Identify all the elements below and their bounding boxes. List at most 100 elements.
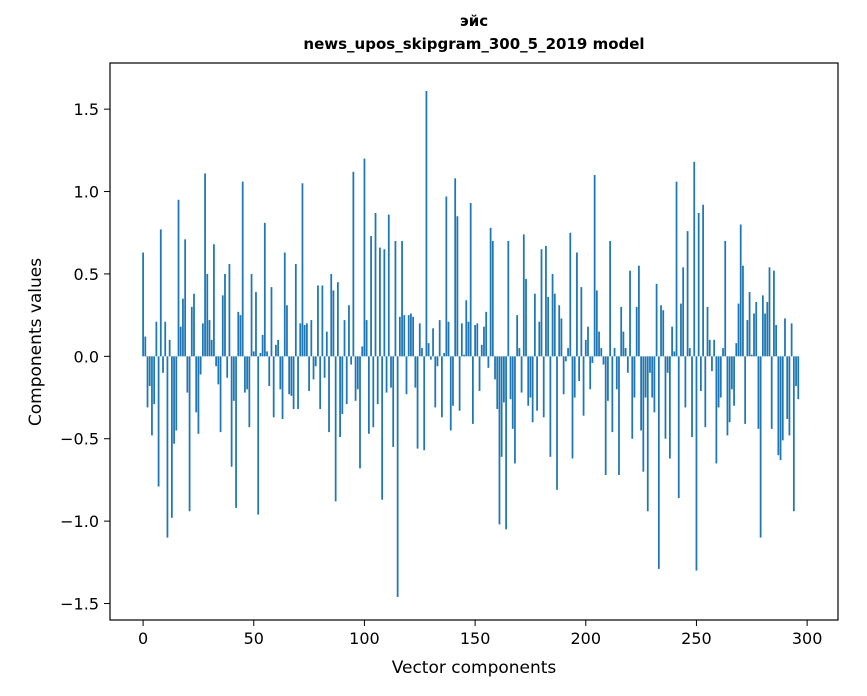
- bar: [348, 305, 350, 357]
- bar: [761, 295, 764, 357]
- bar: [773, 270, 775, 357]
- bar: [367, 356, 370, 434]
- bar: [235, 356, 237, 508]
- bar: [494, 356, 496, 380]
- bar: [542, 356, 545, 418]
- bar: [248, 356, 251, 428]
- bar: [436, 356, 439, 367]
- bar: [425, 91, 428, 357]
- bar: [224, 273, 226, 357]
- bar: [680, 303, 682, 357]
- bar: [717, 356, 720, 408]
- x-axis-label: Vector components: [391, 658, 557, 678]
- bar: [374, 212, 377, 357]
- bar: [660, 305, 662, 357]
- bar: [241, 181, 244, 357]
- bar: [283, 252, 286, 357]
- bar: [582, 356, 585, 416]
- bar: [168, 339, 171, 357]
- bar: [319, 356, 322, 410]
- bar: [551, 273, 554, 357]
- y-tick-label: 1.5: [74, 100, 99, 119]
- bar: [730, 356, 733, 390]
- bar: [671, 326, 673, 357]
- bar: [604, 356, 607, 475]
- bar: [166, 356, 169, 538]
- bar: [317, 285, 319, 357]
- bars-group: [142, 91, 800, 597]
- bar: [432, 328, 434, 357]
- bar: [629, 270, 631, 357]
- bar: [261, 334, 264, 357]
- bar: [682, 267, 685, 357]
- bar: [607, 356, 609, 401]
- bar: [272, 356, 275, 418]
- bar: [361, 346, 364, 357]
- bar: [569, 232, 572, 357]
- bar: [390, 356, 392, 388]
- bar: [644, 356, 647, 398]
- bar: [323, 356, 326, 378]
- bar: [314, 356, 317, 367]
- x-axis-ticks: 0 50 100 150 200 250 300: [138, 620, 822, 648]
- bar: [673, 351, 676, 357]
- bar: [208, 320, 211, 357]
- bar: [739, 224, 742, 357]
- bar: [308, 356, 310, 391]
- bar: [715, 356, 718, 464]
- y-tick-label: 0.0: [74, 347, 99, 366]
- bar: [496, 356, 499, 410]
- bar: [536, 356, 538, 411]
- x-tick-label: 300: [792, 629, 823, 648]
- bar: [622, 331, 625, 357]
- bar: [640, 356, 642, 431]
- bar: [277, 339, 279, 357]
- bar: [259, 353, 262, 357]
- y-tick-label: 0.5: [74, 265, 99, 284]
- chart-subtitle: news_upos_skipgram_300_5_2019 model: [303, 35, 645, 53]
- bar: [675, 181, 678, 357]
- bar: [483, 326, 485, 357]
- bar: [352, 171, 355, 357]
- bar: [429, 356, 432, 360]
- bar: [182, 298, 184, 357]
- bar: [611, 356, 614, 433]
- bar: [580, 287, 583, 357]
- bar: [578, 356, 581, 382]
- bar: [662, 310, 665, 357]
- bar: [250, 273, 253, 357]
- bar: [795, 356, 797, 386]
- bar: [666, 356, 669, 373]
- bar: [688, 348, 691, 357]
- bar: [270, 287, 273, 357]
- x-tick-label: 50: [244, 629, 264, 648]
- bar: [162, 356, 164, 373]
- bar: [263, 222, 266, 357]
- bar: [516, 315, 519, 357]
- bar: [560, 318, 563, 357]
- bar: [520, 356, 523, 393]
- bar: [372, 356, 375, 428]
- bar: [387, 214, 390, 357]
- bar: [339, 356, 341, 438]
- bar: [522, 234, 525, 357]
- bar: [288, 356, 291, 395]
- bar: [757, 356, 760, 429]
- bar: [221, 295, 224, 357]
- bar: [155, 321, 158, 357]
- bar: [704, 356, 707, 428]
- bar: [416, 356, 419, 449]
- bar: [538, 321, 541, 357]
- bar: [170, 356, 173, 518]
- bar: [746, 320, 749, 357]
- bar: [301, 183, 304, 357]
- bar: [332, 290, 335, 357]
- bar: [465, 300, 468, 357]
- bar: [529, 356, 532, 398]
- bar: [228, 264, 231, 357]
- bar: [173, 356, 175, 444]
- bar: [232, 356, 235, 401]
- bar: [595, 290, 598, 357]
- bar: [403, 315, 406, 357]
- bar: [392, 356, 395, 447]
